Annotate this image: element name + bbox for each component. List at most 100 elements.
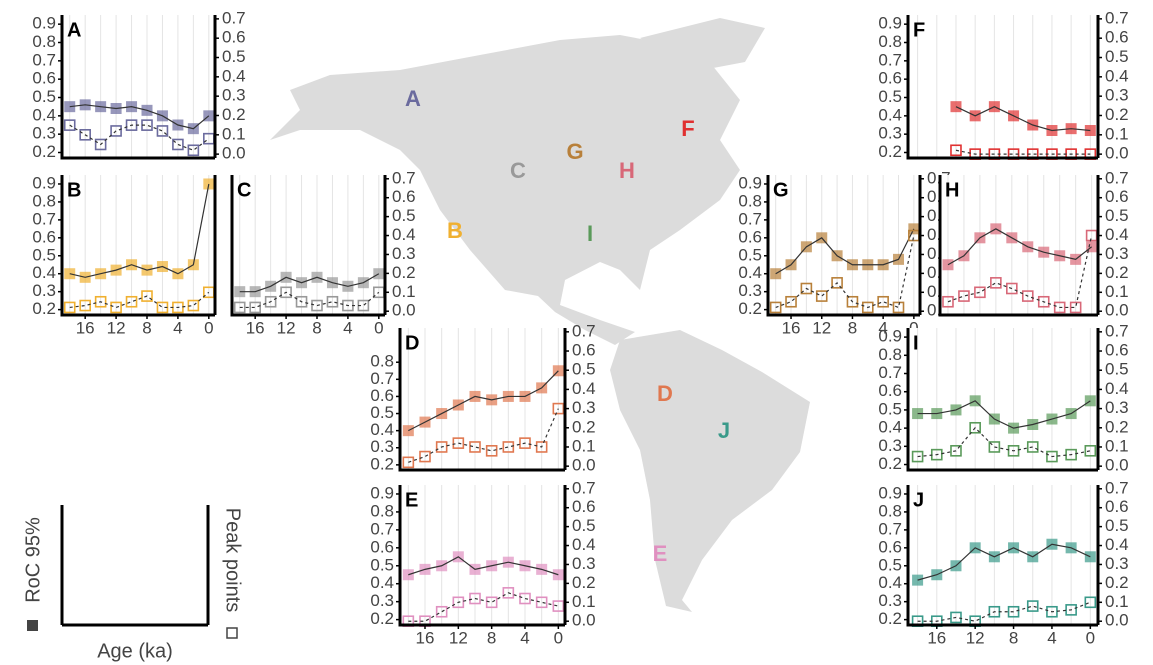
panel-letter: C (237, 179, 251, 201)
y2-tick-label: 0.5 (1105, 516, 1129, 535)
y2-tick-label: 0.2 (1105, 105, 1129, 124)
peak-point (233, 301, 246, 314)
peak-point (63, 301, 76, 314)
y2-tick-label: 0.7 (572, 478, 596, 497)
x-tick-label: 8 (487, 628, 496, 647)
axis-frame (906, 485, 1098, 627)
peak-point (452, 437, 465, 449)
x-tick-label: 16 (782, 318, 801, 337)
roc-line (239, 273, 380, 293)
map-label: C (510, 158, 526, 183)
y-tick-label: 0.6 (878, 537, 902, 556)
y2-tick-label: 0.1 (1105, 124, 1129, 143)
peak-point (469, 441, 481, 453)
y2-tick-label: 0.0 (1105, 301, 1129, 320)
y2-tick-label: 0.3 (222, 86, 246, 105)
peak-point (249, 301, 261, 314)
map-label: B (447, 218, 463, 243)
axis-frame (906, 328, 1098, 472)
map-label: I (587, 221, 593, 246)
peak-point (1046, 450, 1058, 463)
peak-point (950, 144, 962, 157)
peak-point (988, 441, 1001, 453)
y2-tick-label: 0.5 (392, 206, 416, 225)
y-tick-label: 0.7 (32, 209, 56, 228)
y-tick-label: 0.5 (32, 87, 56, 106)
x-tick-label: 8 (142, 318, 151, 337)
panel-letter: B (67, 179, 81, 201)
y-tick-label: 0.3 (878, 124, 902, 143)
x-tick-label: 8 (1009, 628, 1018, 647)
map (270, 18, 810, 612)
y2-tick-label: 0.5 (1105, 47, 1129, 66)
peak-point (769, 301, 782, 314)
y-tick-label: 0.2 (32, 299, 56, 318)
y2-tick-label: 0.1 (572, 592, 596, 611)
peak-line (408, 408, 559, 463)
x-tick-label: 12 (966, 628, 985, 647)
y2-tick-label: 0.1 (1105, 282, 1129, 301)
peak-point (950, 611, 962, 624)
x-tick-label: 16 (416, 628, 435, 647)
y-tick-label: 0.7 (878, 363, 902, 382)
peak-point (63, 119, 76, 131)
peak-point (264, 295, 277, 308)
y2-tick-label: 0.1 (1105, 436, 1129, 455)
y2-tick-label: 0.1 (572, 436, 596, 455)
y2-tick-label: 0.2 (572, 573, 596, 592)
y2-tick-label: 0.0 (222, 144, 246, 163)
y2-tick-label: 0.7 (1105, 168, 1129, 187)
y-tick-label: 0.2 (878, 142, 902, 161)
panel-letter: A (67, 19, 81, 41)
y2-tick-label: 0.4 (1105, 66, 1129, 85)
roc-line (917, 400, 1091, 429)
peak-point (877, 295, 889, 308)
y-tick-label: 0.6 (878, 69, 902, 88)
y-tick-label: 0.8 (878, 501, 902, 520)
peak-point (1084, 596, 1097, 609)
peak-point (535, 596, 548, 609)
peak-point (326, 295, 339, 308)
map-label: D (657, 381, 673, 406)
peak-point (141, 119, 153, 131)
y2-tick-label: 0.6 (1105, 28, 1129, 47)
y-tick-label: 0.8 (370, 352, 394, 371)
peak-point (942, 295, 954, 308)
map-label: F (681, 116, 694, 141)
y2-tick-label: 0.0 (572, 456, 596, 475)
y-tick-label: 0.3 (32, 124, 56, 143)
y2-tick-label: 0.7 (1105, 321, 1129, 340)
peak-point (94, 295, 107, 308)
y-tick-label: 0.5 (878, 555, 902, 574)
y-tick-label: 0.2 (370, 609, 394, 628)
panel-bg (908, 485, 1098, 625)
y2-tick-label: 0.7 (222, 8, 246, 27)
y2-tick-label: 0.0 (1105, 456, 1129, 475)
panel-letter: G (773, 179, 789, 201)
y-tick-label: 0.4 (738, 263, 762, 282)
y-tick-label: 0.4 (370, 573, 394, 592)
map-label: J (718, 418, 730, 443)
panel: 0.20.30.40.50.60.70.80.90.00.10.20.30.40… (370, 478, 595, 647)
x-tick-label: 12 (449, 628, 468, 647)
y-tick-label: 0.5 (878, 87, 902, 106)
x-tick-label: 4 (1047, 628, 1056, 647)
peak-point (295, 295, 308, 308)
y2-tick-label: 0.6 (572, 497, 596, 516)
x-tick-label: 0 (1086, 628, 1095, 647)
peak-point (552, 402, 565, 415)
y-tick-label: 0.2 (878, 609, 902, 628)
panel: 0.00.10.20.30.40.50.60.7 16 12 8 4 0 C (230, 168, 416, 337)
y2-tick-label: 0.3 (1105, 86, 1129, 105)
peak-point (402, 456, 415, 469)
axis-frame (398, 328, 565, 472)
peak-point (519, 437, 531, 449)
y-tick-label: 0.2 (370, 454, 394, 473)
roc-line (775, 228, 915, 275)
peak-line (69, 291, 210, 309)
peak-point (846, 295, 859, 308)
peak-point (452, 596, 465, 609)
map-label: G (566, 139, 583, 164)
x-tick-label: 4 (173, 318, 182, 337)
peak-point (485, 596, 498, 609)
